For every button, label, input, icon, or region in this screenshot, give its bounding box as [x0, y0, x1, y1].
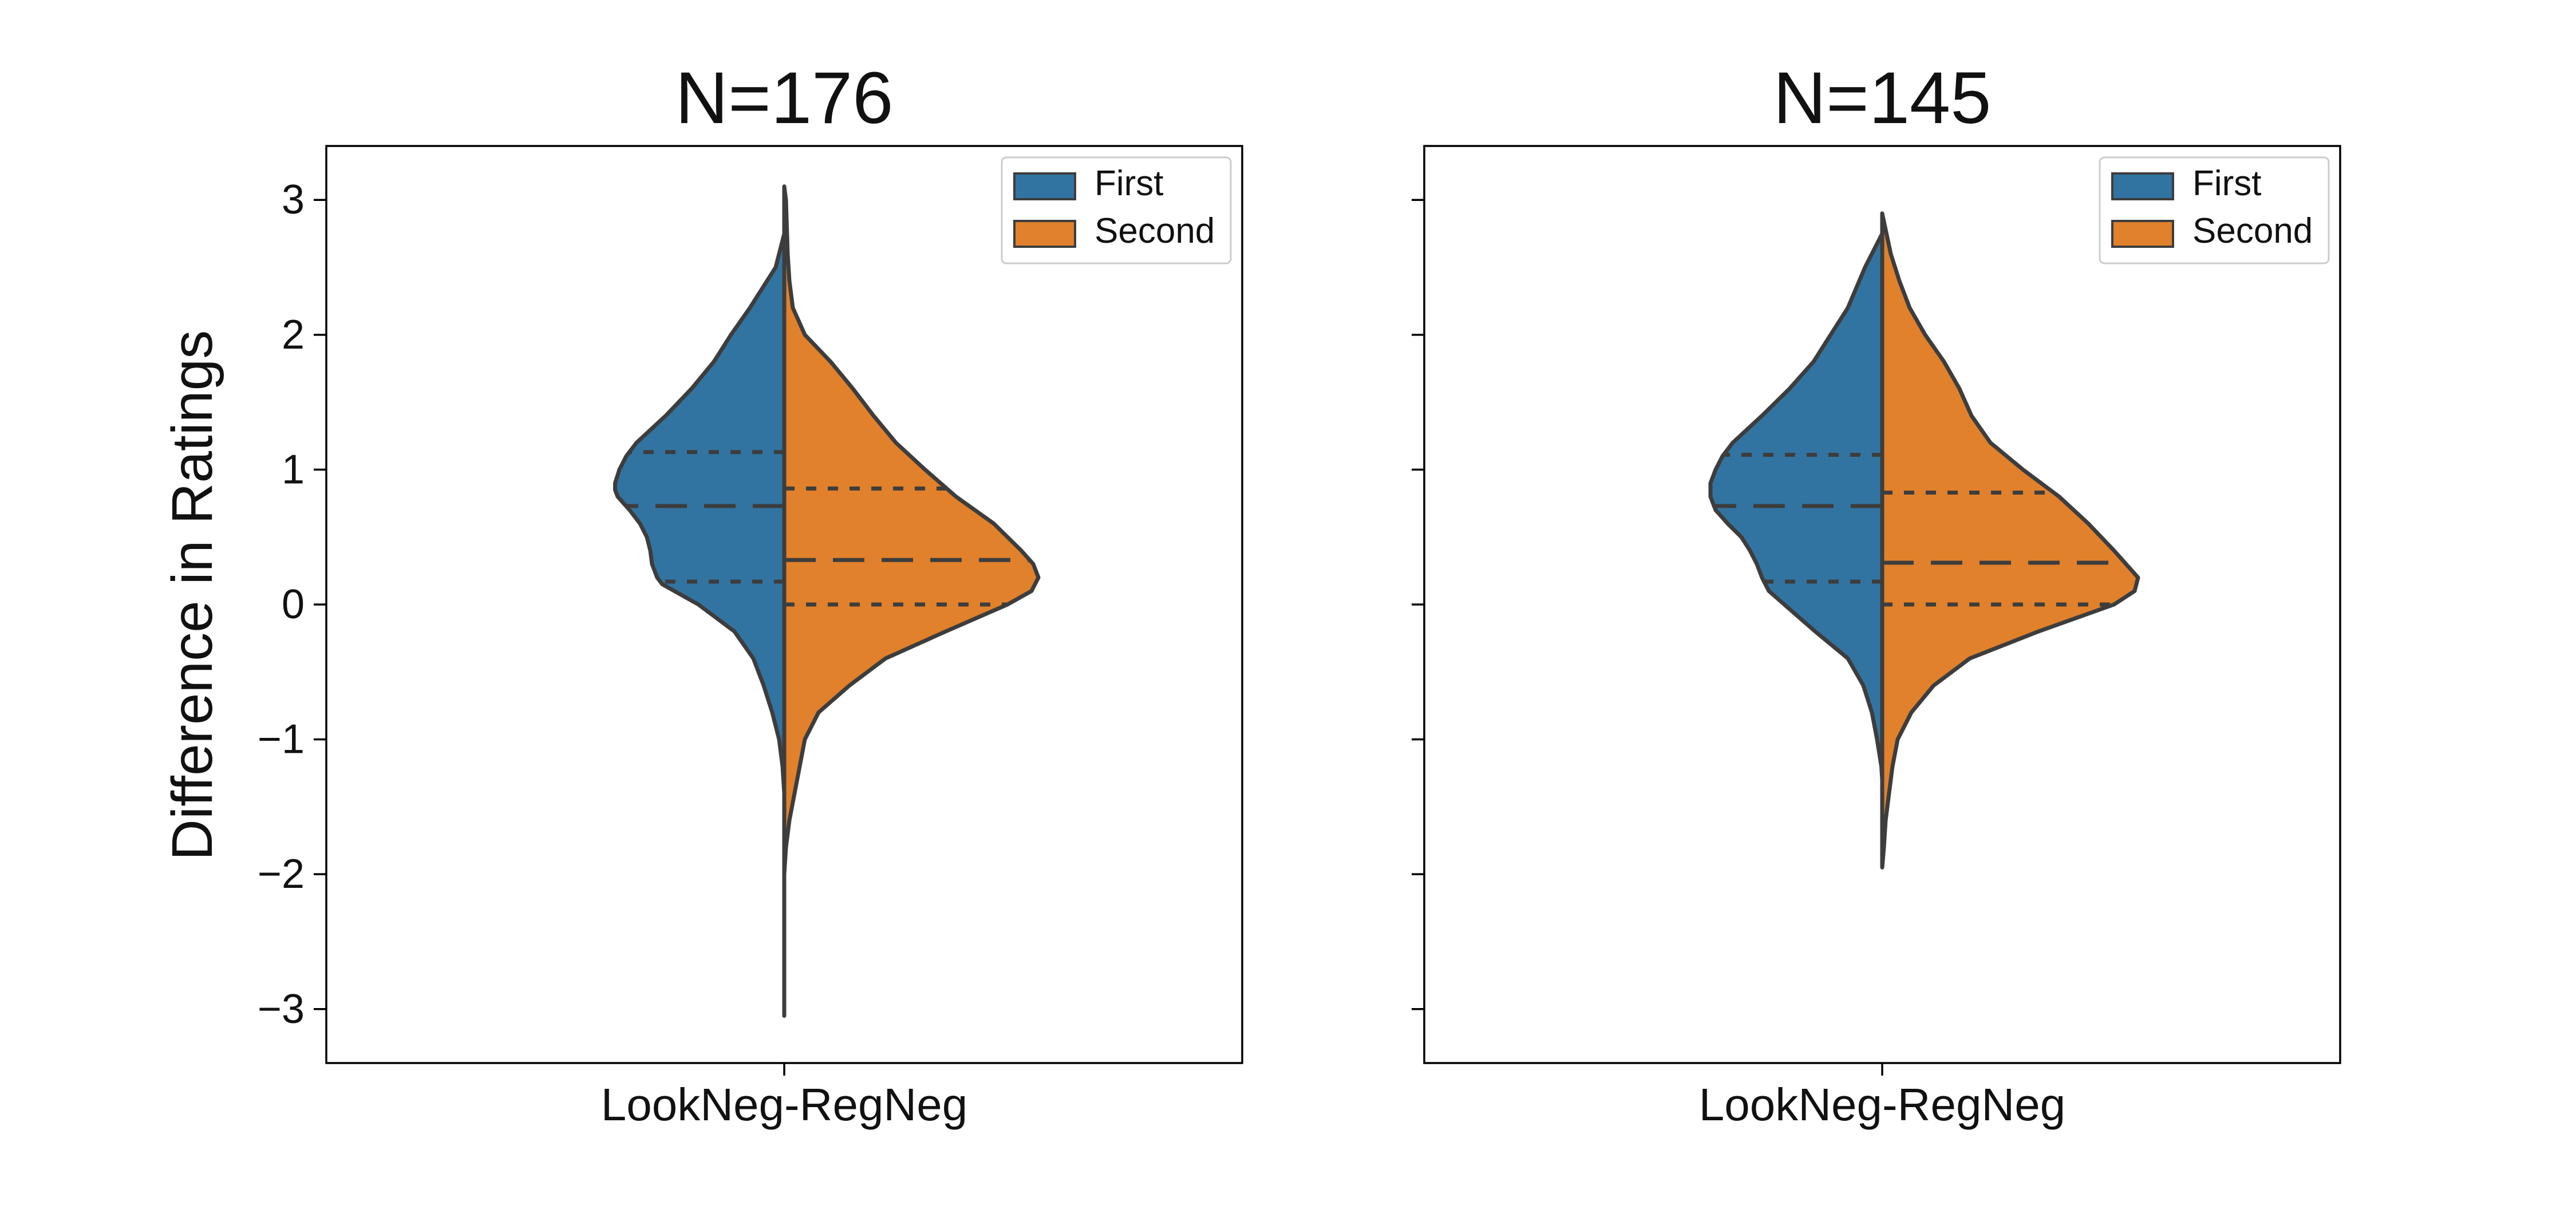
violin-second — [782, 184, 1041, 1018]
y-tick-label: −2 — [258, 851, 305, 897]
legend: First Second — [1001, 156, 1232, 264]
violin-second — [1880, 211, 2140, 870]
x-tick-label: LookNeg-RegNeg — [601, 1079, 967, 1130]
y-tick-label: 3 — [282, 177, 305, 223]
legend: First Second — [2099, 156, 2330, 264]
legend-swatch-second — [2111, 220, 2174, 248]
y-tick-label: 1 — [282, 447, 305, 492]
y-tick-label: −1 — [258, 717, 305, 762]
legend-label-first: First — [2192, 164, 2262, 203]
violin-first — [613, 231, 787, 850]
legend-swatch-first — [2111, 172, 2174, 200]
y-tick-label: 0 — [282, 582, 305, 627]
panel-1: N=176 −3 −2 −1 0 1 2 3 LookNeg-RegNeg First Second — [258, 57, 1243, 1130]
y-tick-label: 2 — [282, 312, 305, 358]
y-axis-label: Difference in Ratings — [160, 330, 224, 860]
x-tick-label: LookNeg-RegNeg — [1699, 1079, 2065, 1130]
panel-title: N=176 — [675, 57, 894, 139]
legend-label-second: Second — [1095, 211, 1215, 251]
panel-2: N=145 LookNeg-RegNeg First Second — [1412, 57, 2341, 1130]
legend-label-first: First — [1095, 164, 1164, 203]
legend-swatch-second — [1013, 220, 1076, 248]
legend-swatch-first — [1013, 172, 1076, 200]
violin-first — [1708, 231, 1884, 782]
legend-label-second: Second — [2192, 211, 2313, 251]
panel-title: N=145 — [1773, 57, 1992, 139]
y-tick-label: −3 — [258, 986, 305, 1032]
